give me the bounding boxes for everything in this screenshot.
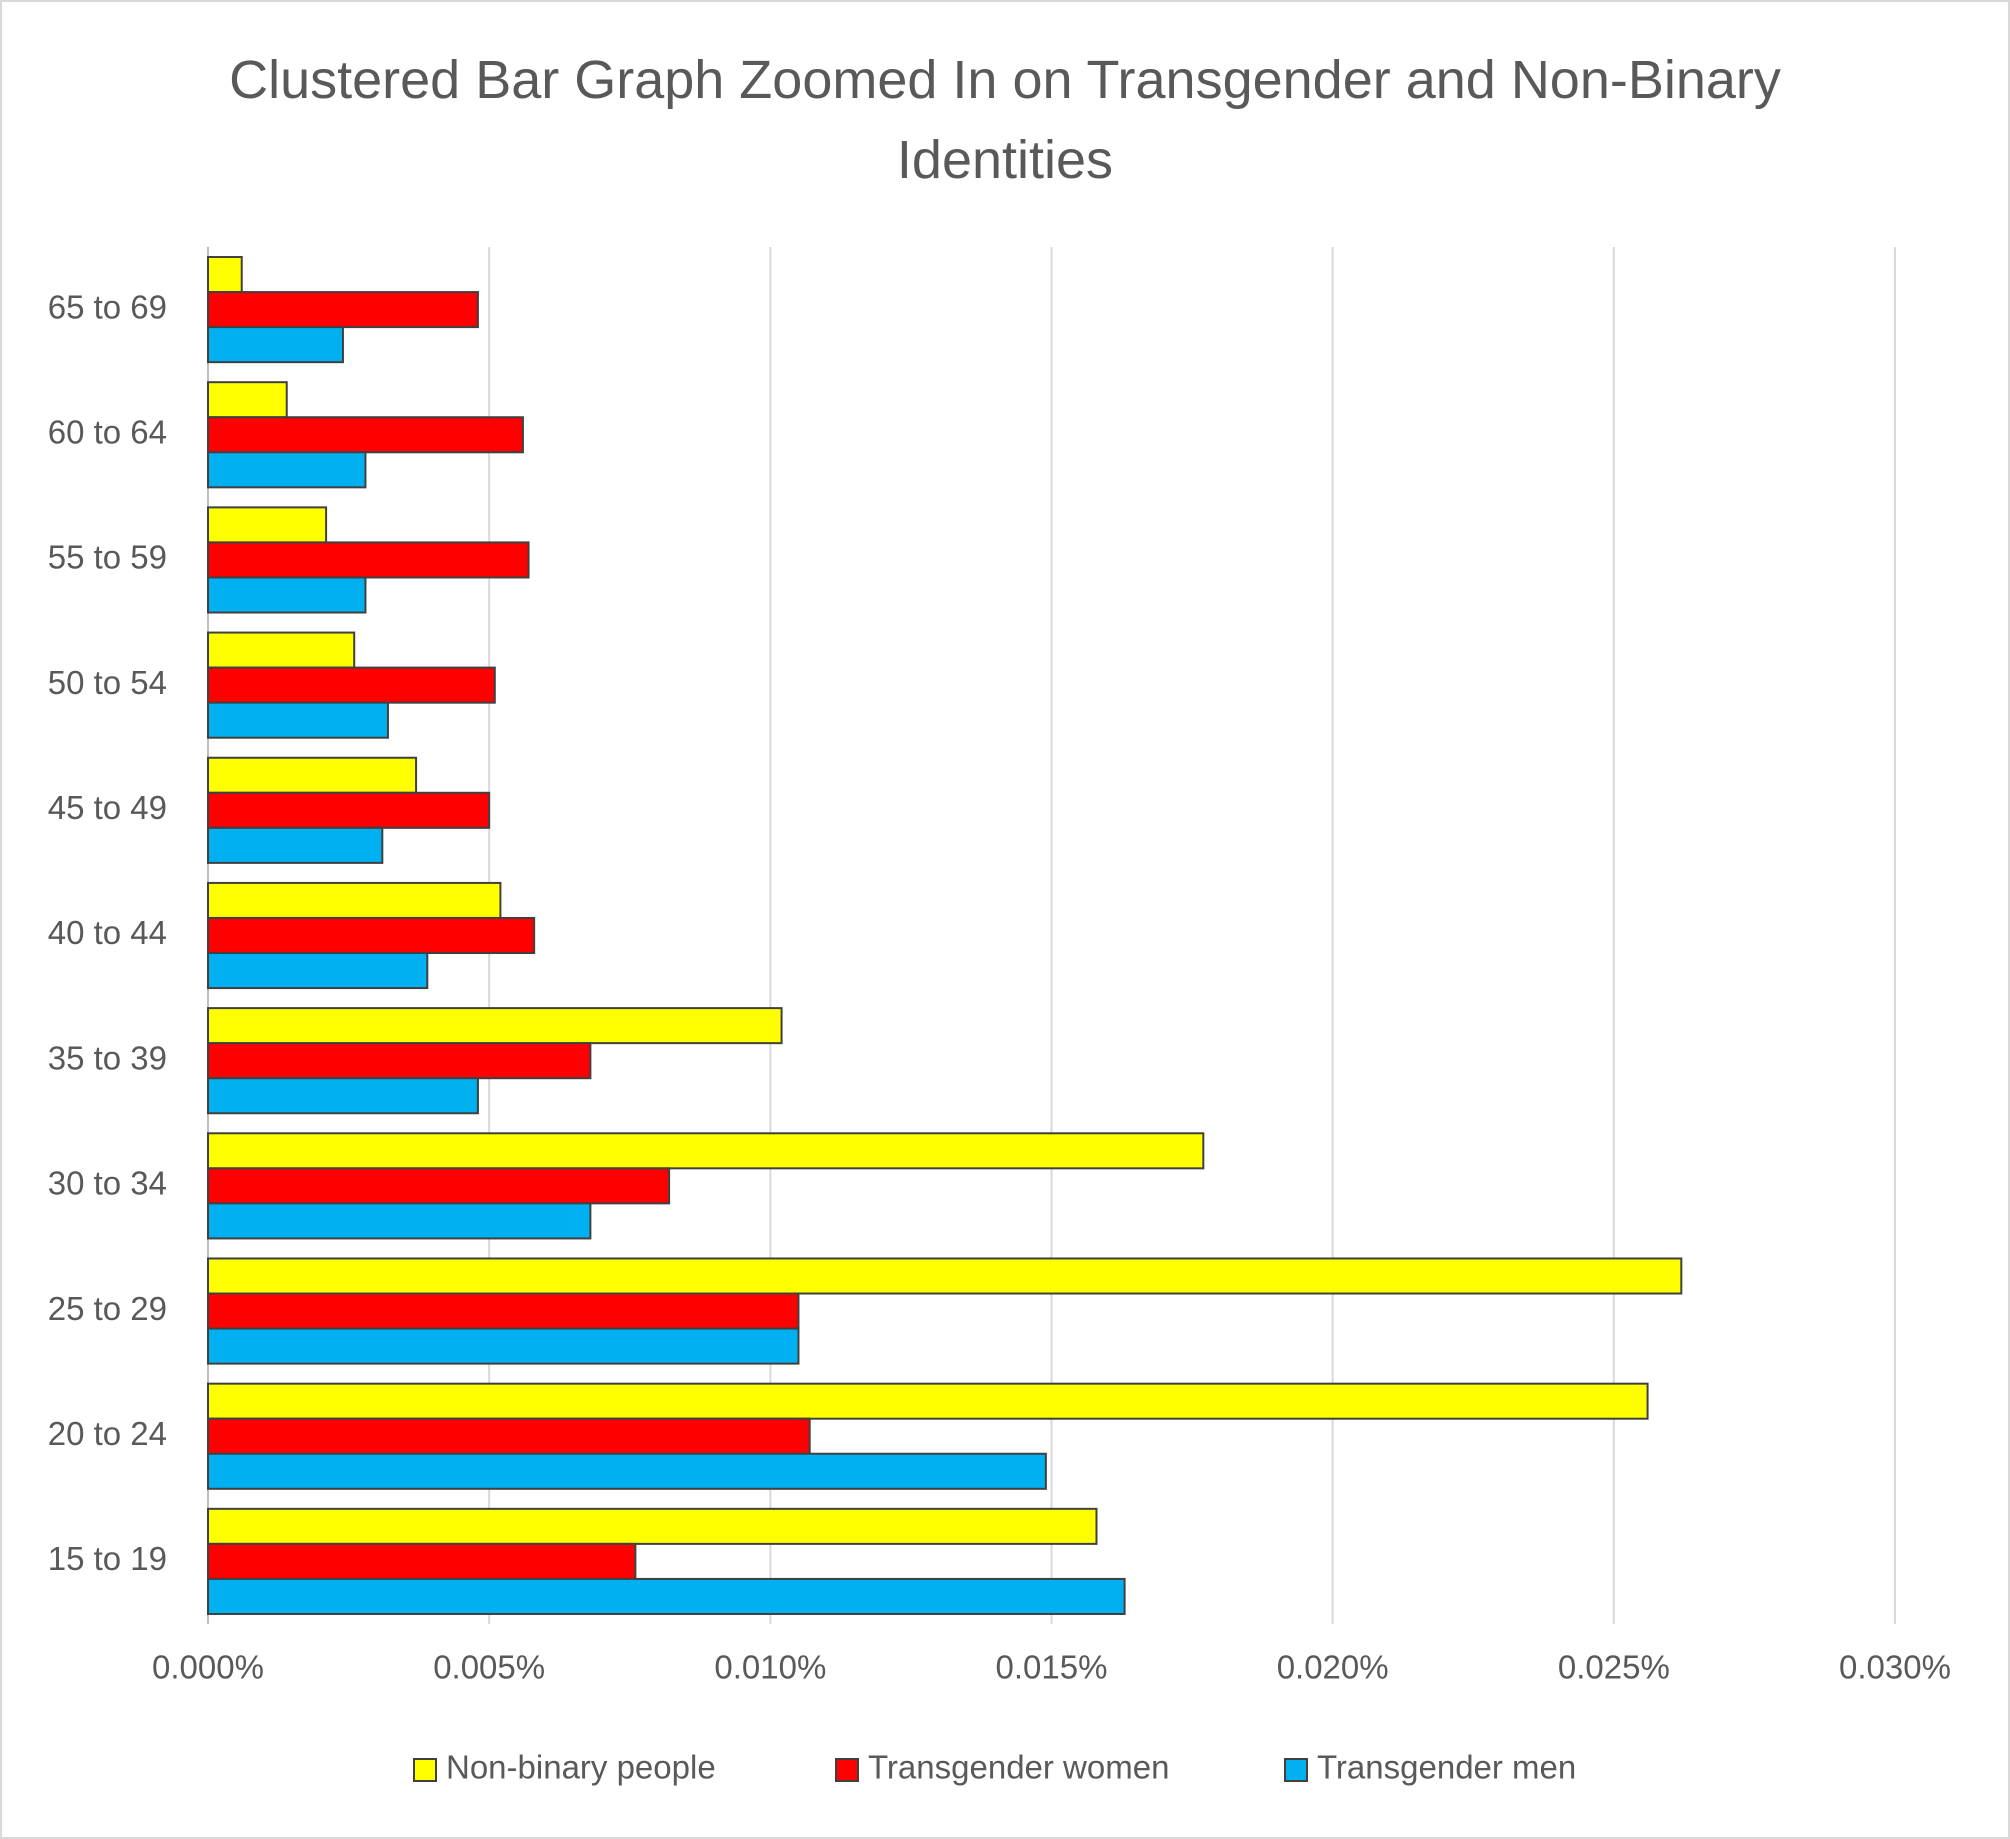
bar (207, 576, 367, 614)
x-tick-label: 0.005% (433, 1649, 545, 1686)
bar (207, 1202, 592, 1240)
y-tick-label: 30 to 34 (48, 1165, 167, 1202)
y-tick-label: 15 to 19 (48, 1540, 167, 1577)
bar (207, 1167, 671, 1205)
x-tick-label: 0.000% (152, 1649, 264, 1686)
bar (207, 1132, 1205, 1170)
bar (207, 1382, 1649, 1420)
y-tick-label: 35 to 39 (48, 1039, 167, 1076)
bar (207, 1452, 1047, 1490)
bar (207, 1042, 592, 1080)
bar (207, 952, 429, 990)
x-tick-label: 0.010% (714, 1649, 826, 1686)
legend-swatch (835, 1758, 859, 1782)
bar (207, 1007, 783, 1045)
bar (207, 1507, 1098, 1545)
bar (207, 916, 536, 955)
bar (207, 881, 502, 919)
chart-title: Clustered Bar Graph Zoomed In on Transge… (229, 50, 1781, 190)
x-tick-label: 0.030% (1839, 1649, 1951, 1686)
bar (207, 666, 496, 704)
bar (207, 416, 524, 454)
bar (207, 701, 389, 739)
x-tick-label: 0.020% (1277, 1649, 1389, 1686)
bar (207, 1542, 637, 1580)
y-tick-label: 55 to 59 (48, 539, 167, 576)
bar (207, 451, 367, 489)
legend-swatch (1284, 1758, 1308, 1782)
bar (207, 1077, 479, 1115)
bar (207, 381, 288, 419)
bar (207, 1417, 811, 1455)
bar (207, 791, 491, 829)
bar (207, 326, 344, 364)
bar (207, 631, 356, 669)
x-tick-label: 0.025% (1558, 1649, 1670, 1686)
x-tick-label: 0.015% (996, 1649, 1108, 1686)
bar (207, 1577, 1126, 1615)
bar (207, 756, 418, 794)
y-tick-label: 45 to 49 (48, 789, 167, 826)
bar (207, 256, 243, 294)
legend-swatch (413, 1758, 437, 1782)
bar (207, 506, 328, 544)
bar (207, 291, 479, 329)
legend-label: Transgender men (1317, 1749, 1576, 1786)
bar (207, 826, 384, 864)
legend-label: Non-binary people (446, 1749, 716, 1786)
bar (207, 541, 530, 579)
bar (207, 1257, 1683, 1295)
y-tick-label: 50 to 54 (48, 664, 167, 701)
y-tick-label: 20 to 24 (48, 1415, 167, 1452)
bar (207, 1327, 800, 1365)
y-tick-label: 25 to 29 (48, 1290, 167, 1327)
y-tick-label: 60 to 64 (48, 413, 167, 450)
legend-label: Transgender women (868, 1749, 1169, 1786)
y-tick-label: 65 to 69 (48, 288, 167, 325)
bar (207, 1292, 800, 1330)
y-tick-label: 40 to 44 (48, 914, 167, 951)
